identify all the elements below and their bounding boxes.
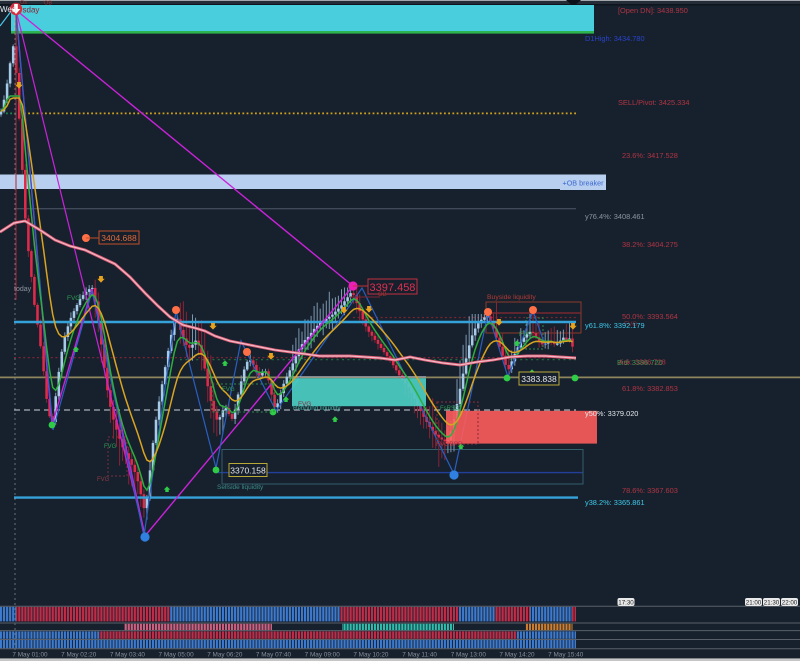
svg-text:Rebound liquidity: Rebound liquidity xyxy=(293,405,341,412)
svg-text:21:00: 21:00 xyxy=(746,600,762,607)
svg-text:+OB breaker: +OB breaker xyxy=(563,179,605,188)
svg-text:7 May 02:20: 7 May 02:20 xyxy=(61,652,97,659)
svg-text:7 May 10:20: 7 May 10:20 xyxy=(353,652,389,659)
svg-text:sday: sday xyxy=(23,6,40,15)
svg-text:OB: OB xyxy=(378,292,387,298)
svg-text:7 May 06:20: 7 May 06:20 xyxy=(207,652,243,659)
svg-text:7 May 09:00: 7 May 09:00 xyxy=(305,652,341,659)
svg-text:FsRSG: FsRSG xyxy=(440,406,460,412)
svg-text:y61.8%: 3392.179: y61.8%: 3392.179 xyxy=(585,321,645,330)
svg-text:Wed: Wed xyxy=(0,5,16,14)
svg-text:22:00: 22:00 xyxy=(782,600,798,607)
svg-text:Ask: 3386.728: Ask: 3386.728 xyxy=(619,358,666,367)
svg-text:50.0%: 3393.564: 50.0%: 3393.564 xyxy=(622,312,678,321)
svg-text:FVG: FVG xyxy=(97,477,110,483)
svg-text:Buyside liquidity: Buyside liquidity xyxy=(487,294,536,301)
svg-text:y50%: 3379.020: y50%: 3379.020 xyxy=(585,409,638,418)
svg-text:3370.158: 3370.158 xyxy=(230,466,266,476)
svg-text:21:30: 21:30 xyxy=(764,600,780,607)
svg-text:7 May 14:20: 7 May 14:20 xyxy=(499,652,535,659)
svg-text:FVG: FVG xyxy=(222,386,235,393)
svg-text:7 May 15:40: 7 May 15:40 xyxy=(548,652,584,659)
svg-text:Os: Os xyxy=(20,0,27,6)
svg-text:y76.4%: 3408.461: y76.4%: 3408.461 xyxy=(585,212,645,221)
svg-text:'OB: 'OB xyxy=(43,1,52,7)
svg-text:[Open DN]: 3438.950: [Open DN]: 3438.950 xyxy=(618,6,688,15)
svg-text:7 May 07:40: 7 May 07:40 xyxy=(256,652,292,659)
svg-text:FVG: FVG xyxy=(104,444,117,450)
svg-text:7 May 03:40: 7 May 03:40 xyxy=(110,652,146,659)
svg-text:7 May 11:40: 7 May 11:40 xyxy=(402,652,437,659)
svg-text:FVG: FVG xyxy=(67,295,80,302)
svg-text:38.2%: 3404.275: 38.2%: 3404.275 xyxy=(622,240,678,249)
svg-text:7 May 05:00: 7 May 05:00 xyxy=(159,652,195,659)
svg-text:Bid: 3386.720: Bid: 3386.720 xyxy=(617,358,663,367)
svg-text:3383.838: 3383.838 xyxy=(521,374,557,384)
svg-text:17:30: 17:30 xyxy=(618,600,634,607)
svg-text:3404.688: 3404.688 xyxy=(101,233,137,243)
svg-text:23.6%: 3417.528: 23.6%: 3417.528 xyxy=(622,151,678,160)
svg-text:SELL/Pivot: 3425.334: SELL/Pivot: 3425.334 xyxy=(618,98,690,107)
svg-text:y38.2%: 3365.861: y38.2%: 3365.861 xyxy=(585,498,645,507)
svg-text:78.6%: 3367.603: 78.6%: 3367.603 xyxy=(622,486,678,495)
svg-text:7 May 01:00: 7 May 01:00 xyxy=(12,652,48,659)
svg-text:7 May 13:00: 7 May 13:00 xyxy=(451,652,487,659)
svg-text:FVG: FVG xyxy=(624,321,637,328)
svg-text:FVGBPR: FVGBPR xyxy=(436,441,463,448)
svg-text:FVG: FVG xyxy=(298,401,311,408)
svg-text:D1High: 3434.780: D1High: 3434.780 xyxy=(585,34,645,43)
svg-text:today: today xyxy=(14,286,32,293)
svg-text:Sellside liquidity: Sellside liquidity xyxy=(217,484,264,491)
svg-text:61.8%: 3382.853: 61.8%: 3382.853 xyxy=(622,384,678,393)
svg-text:3397.458: 3397.458 xyxy=(370,282,416,294)
svg-text:FVG: FVG xyxy=(519,331,532,338)
